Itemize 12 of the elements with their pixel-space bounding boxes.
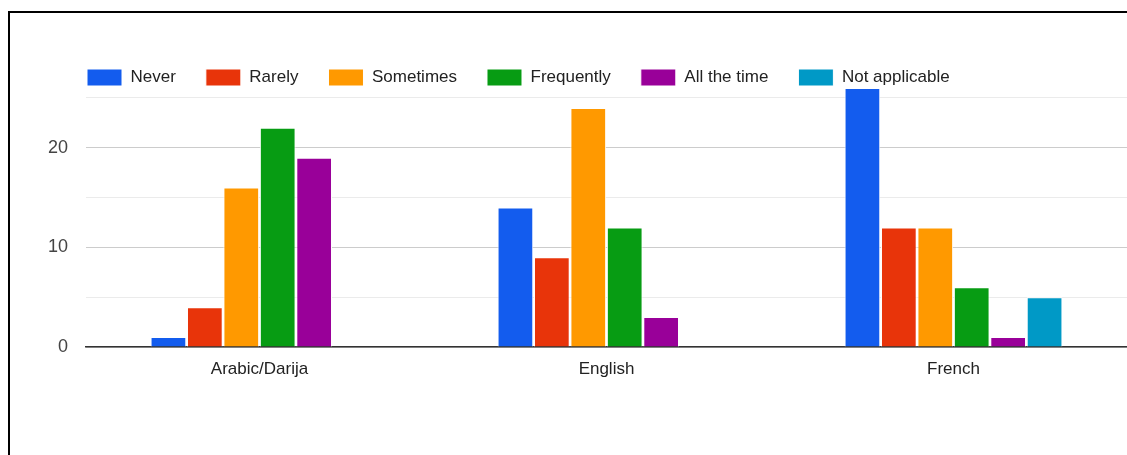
legend-label: All the time (684, 67, 769, 87)
y-tick-label: 20 (47, 136, 68, 157)
y-tick-label: 10 (47, 236, 68, 257)
x-tick-label: English (578, 358, 635, 378)
legend-label: Rarely (249, 67, 299, 87)
legend-label: Not applicable (841, 67, 950, 87)
x-tick-label: Arabic/Darija (210, 358, 309, 378)
x-tick-label: French (927, 358, 980, 378)
legend-label: Sometimes (371, 67, 457, 87)
y-tick-label: 0 (57, 335, 68, 356)
legend-label: Frequently (530, 67, 612, 87)
legend-label: Never (130, 67, 177, 87)
